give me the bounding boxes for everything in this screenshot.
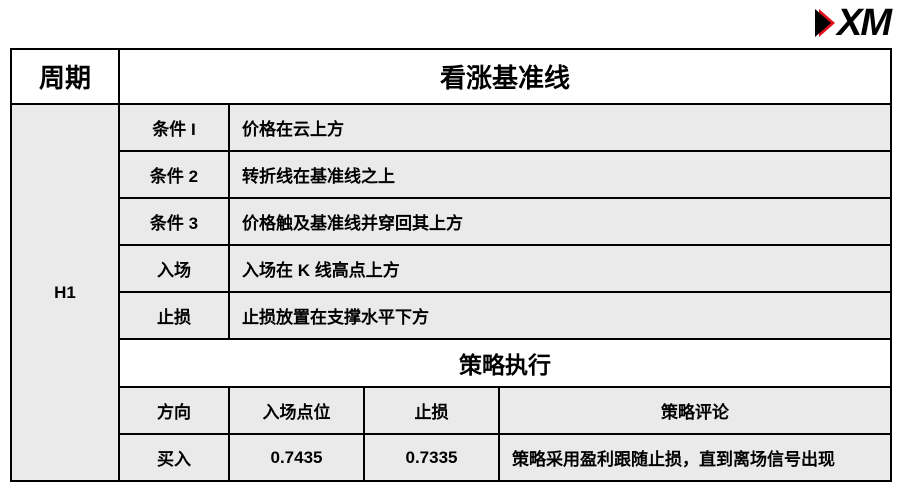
exec-header-row: 策略执行 [11, 339, 891, 387]
condition-label: 条件 2 [119, 151, 229, 198]
condition-row: H1 条件 I 价格在云上方 [11, 104, 891, 151]
condition-label: 止损 [119, 292, 229, 339]
strategy-table-container: 周期 看涨基准线 H1 条件 I 价格在云上方 条件 2 转折线在基准线之上 条… [10, 48, 892, 482]
val-stop: 0.7335 [364, 434, 499, 481]
strategy-table: 周期 看涨基准线 H1 条件 I 价格在云上方 条件 2 转折线在基准线之上 条… [10, 48, 892, 482]
condition-row: 止损 止损放置在支撑水平下方 [11, 292, 891, 339]
exec-data-row: 买入 0.7435 0.7335 策略采用盈利跟随止损，直到离场信号出现 [11, 434, 891, 481]
exec-columns-row: 方向 入场点位 止损 策略评论 [11, 387, 891, 434]
col-direction: 方向 [119, 387, 229, 434]
period-cell: H1 [11, 104, 119, 481]
condition-text: 价格在云上方 [229, 104, 891, 151]
exec-header: 策略执行 [119, 339, 891, 387]
condition-label: 条件 3 [119, 198, 229, 245]
header-period: 周期 [11, 49, 119, 104]
condition-label: 入场 [119, 245, 229, 292]
col-stop: 止损 [364, 387, 499, 434]
condition-text: 入场在 K 线高点上方 [229, 245, 891, 292]
condition-text: 止损放置在支撑水平下方 [229, 292, 891, 339]
brand-logo: XM [811, 4, 890, 42]
condition-row: 条件 2 转折线在基准线之上 [11, 151, 891, 198]
brand-logo-text: XM [837, 2, 890, 44]
col-entry: 入场点位 [229, 387, 364, 434]
val-comment: 策略采用盈利跟随止损，直到离场信号出现 [499, 434, 891, 481]
val-entry: 0.7435 [229, 434, 364, 481]
condition-text: 转折线在基准线之上 [229, 151, 891, 198]
table-header-row: 周期 看涨基准线 [11, 49, 891, 104]
condition-row: 条件 3 价格触及基准线并穿回其上方 [11, 198, 891, 245]
val-direction: 买入 [119, 434, 229, 481]
condition-label: 条件 I [119, 104, 229, 151]
header-baseline: 看涨基准线 [119, 49, 891, 104]
condition-text: 价格触及基准线并穿回其上方 [229, 198, 891, 245]
col-comment: 策略评论 [499, 387, 891, 434]
condition-row: 入场 入场在 K 线高点上方 [11, 245, 891, 292]
